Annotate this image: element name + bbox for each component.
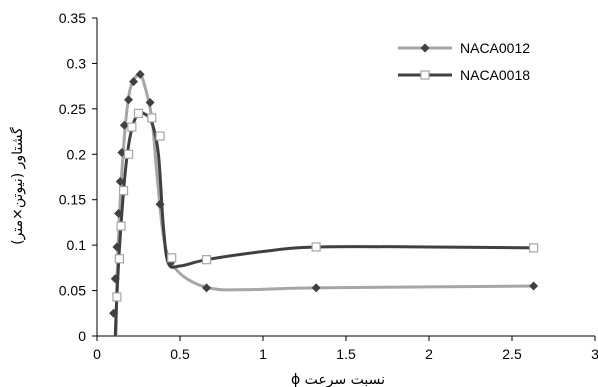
x-tick-label: 2.5 xyxy=(502,346,522,362)
data-point xyxy=(119,120,129,130)
data-point xyxy=(155,131,165,141)
legend-label: NACA0012 xyxy=(460,40,530,56)
data-point xyxy=(202,283,212,293)
legend-label: NACA0018 xyxy=(460,67,530,83)
data-point xyxy=(145,97,155,107)
data-point xyxy=(118,186,129,196)
data-point xyxy=(201,255,212,265)
data-point xyxy=(167,253,177,263)
data-point xyxy=(528,243,539,253)
plot-area: 0 0.05 0.1 0.15 0.2 0.25 0.3 0.35 0 0.5 1 1.5 2 2.5 3 xyxy=(59,10,598,362)
data-point xyxy=(311,283,321,293)
y-tick-label: 0.3 xyxy=(67,55,87,71)
x-tick-label: 0.5 xyxy=(170,346,190,362)
x-tick-label: 1 xyxy=(259,346,267,362)
series-line xyxy=(114,72,534,337)
y-tick-label: 0.05 xyxy=(59,283,86,299)
data-point xyxy=(116,221,126,231)
legend-marker xyxy=(420,43,430,53)
data-point xyxy=(124,95,134,105)
y-tick-label: 0.25 xyxy=(59,101,86,117)
data-point xyxy=(135,69,145,79)
x-tick-label: 3 xyxy=(591,346,598,362)
series-line xyxy=(113,110,534,337)
data-point xyxy=(127,122,137,132)
x-tick-label: 0 xyxy=(93,346,101,362)
data-point xyxy=(147,113,157,123)
data-point xyxy=(123,149,134,159)
data-point xyxy=(529,281,539,291)
y-tick-label: 0 xyxy=(78,328,86,344)
data-point xyxy=(129,77,139,87)
y-tick-label: 0.15 xyxy=(59,192,86,208)
series-naca0018 xyxy=(112,108,539,337)
y-tick-label: 0.1 xyxy=(67,237,87,253)
y-axis-label: گشتاور (نیوتن×متر) xyxy=(9,127,26,245)
legend-marker xyxy=(420,70,430,80)
legend: NACA0012 NACA0018 xyxy=(398,40,530,83)
x-tick-label: 1.5 xyxy=(336,346,356,362)
data-point xyxy=(114,254,125,264)
series-naca0012 xyxy=(109,69,539,337)
x-axis-label: نسبت سرعت ϕ xyxy=(291,372,385,387)
y-tick-label: 0.35 xyxy=(59,10,86,26)
x-tick-label: 2 xyxy=(425,346,433,362)
data-point xyxy=(112,292,122,302)
data-point xyxy=(133,108,144,119)
y-tick-label: 0.2 xyxy=(67,146,87,162)
data-point xyxy=(115,177,125,187)
data-point xyxy=(311,242,321,252)
